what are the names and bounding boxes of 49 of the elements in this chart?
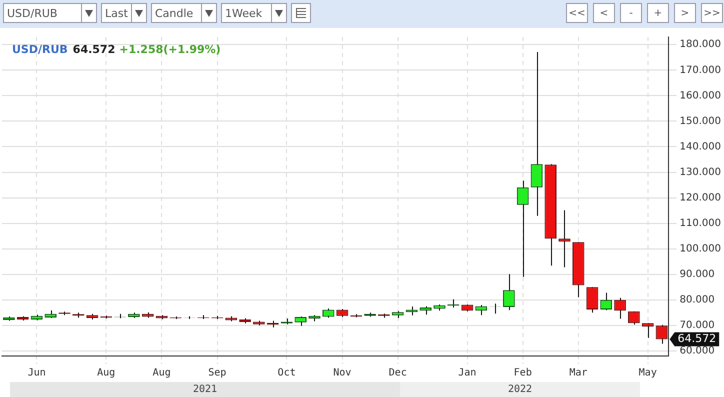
- candlestick: [530, 52, 543, 216]
- x-tick-label: Jan: [458, 368, 476, 379]
- x-tick-label: Aug: [97, 368, 116, 379]
- y-tick-label: 80.000: [680, 294, 715, 306]
- text: 2021: [10, 382, 400, 397]
- candlestick: [294, 316, 307, 326]
- candlestick: [197, 314, 210, 320]
- x-tick-label: May: [638, 368, 657, 379]
- y-tick-label: 180.000: [680, 39, 722, 50]
- text: 1Week: [224, 6, 264, 20]
- y-tick-label: 130.000: [680, 166, 722, 178]
- candlestick: [322, 308, 334, 318]
- text: <: [593, 3, 615, 23]
- x-tick-label: Oct: [278, 368, 296, 379]
- candlestick: [642, 322, 654, 338]
- text: -: [620, 3, 642, 23]
- y-tick-label: 170.000: [680, 64, 722, 76]
- y-tick-label: 140.000: [680, 141, 722, 152]
- candlestick: [558, 210, 570, 268]
- text: <<: [566, 3, 588, 23]
- y-tick-label: 110.000: [680, 218, 722, 229]
- annotation: +1.258(+1.99%): [119, 42, 221, 56]
- x-tick-label: Jun: [28, 368, 46, 379]
- y-tick-label: 60.000: [680, 345, 715, 356]
- text: Candle: [154, 6, 194, 20]
- text: 64.572: [678, 332, 716, 346]
- candlestick: [475, 304, 488, 316]
- text: 2022: [400, 382, 640, 397]
- candlestick: [586, 286, 598, 314]
- text: USD/RUB: [6, 6, 58, 20]
- annotation: 64.572: [72, 42, 116, 56]
- candlestick: [516, 180, 529, 278]
- text: >>: [701, 3, 723, 23]
- x-tick-label: Nov: [333, 368, 352, 379]
- x-tick-label: Dec: [388, 368, 407, 379]
- x-tick-label: Aug: [152, 368, 171, 379]
- x-tick-label: Feb: [514, 368, 532, 379]
- y-tick-label: 100.000: [680, 243, 722, 254]
- text: >: [674, 3, 696, 23]
- text: Last: [104, 6, 129, 20]
- x-tick-label: Mar: [569, 368, 588, 379]
- y-tick-label: 150.000: [680, 116, 722, 127]
- x-tick-label: Sep: [208, 368, 226, 379]
- y-tick-label: 70.000: [680, 320, 715, 331]
- y-tick-label: 120.000: [680, 192, 722, 204]
- text: +: [647, 3, 669, 23]
- y-tick-label: 90.000: [680, 268, 715, 280]
- y-tick-label: 160.000: [680, 90, 722, 102]
- text: USD/RUB: [12, 42, 68, 56]
